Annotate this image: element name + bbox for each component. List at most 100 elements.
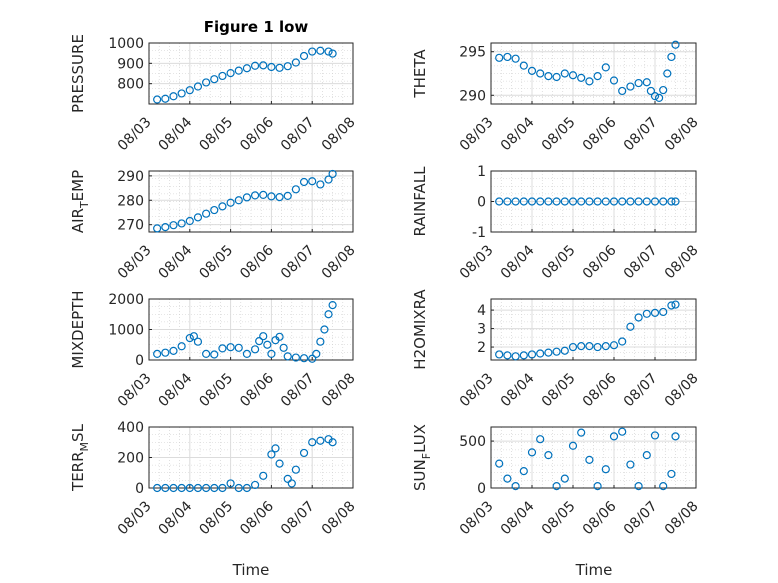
data-point [601,63,610,72]
data-point [234,343,243,352]
y-tick-label: -1 [472,225,486,241]
data-point [161,348,170,357]
data-point [601,197,610,206]
data-point [324,175,333,184]
data-point [560,197,569,206]
data-point [634,78,643,88]
data-point [308,354,317,363]
data-point [511,482,520,491]
data-point [328,301,337,310]
data-point [503,351,512,360]
data-point [626,82,635,91]
data-point [642,78,651,87]
data-point [527,66,537,75]
data-point [259,61,268,70]
data-point [511,197,520,206]
data-point [527,448,537,457]
data-point [659,307,668,317]
data-point [218,71,227,81]
y-tick-label: 0 [477,481,486,497]
data-point [210,75,219,84]
data-point [279,343,288,352]
data-point [250,345,260,354]
data-point [585,197,594,206]
data-point [324,47,333,56]
data-point [650,197,660,206]
data-point [242,349,252,358]
data-point [234,483,243,493]
data-point [275,332,284,341]
data-point [626,460,635,469]
data-point [226,68,235,78]
data-point [189,332,198,341]
data-point [275,193,284,202]
data-point [308,438,317,447]
data-point [169,483,178,493]
data-point [593,482,602,491]
data-point [259,332,268,341]
data-point [226,343,235,352]
data-point [618,427,627,436]
data-point [495,459,504,468]
data-point [560,346,569,355]
data-point [210,350,219,359]
y-axis-label: THETA [411,49,429,99]
y-tick-label: 1000 [108,323,144,339]
data-point [568,441,578,450]
y-axis-label: SUNFLUX [411,424,433,491]
data-point [568,197,578,206]
data-point [161,223,170,232]
data-point [519,351,528,360]
data-point [153,349,162,358]
data-point [185,216,194,226]
y-tick-label: 2000 [108,292,144,308]
data-point [255,336,264,346]
data-point [667,469,676,479]
axes-frame [490,170,697,233]
data-point [519,467,528,476]
y-axis-label: H2OMIXRA [411,289,429,370]
data-point [560,69,569,78]
data-point [601,342,610,351]
data-point [511,352,520,361]
data-point [218,344,227,353]
data-point [267,450,276,459]
data-point [503,474,512,483]
data-point [299,177,309,187]
y-tick-label: 800 [117,77,144,93]
axes-frame [490,42,697,105]
data-point [177,483,186,493]
data-point [193,82,203,91]
data-point [527,197,537,206]
data-point [642,197,651,206]
data-point [671,300,680,309]
data-point [519,197,528,206]
data-point [169,92,178,101]
data-point [250,480,260,490]
data-point [193,213,203,222]
data-point [226,479,235,488]
data-point [202,483,211,493]
y-tick-label: 400 [117,420,144,436]
data-point [263,340,272,349]
data-point [287,479,296,488]
data-point [577,197,586,206]
data-point [618,197,627,206]
data-point [503,52,512,62]
data-point [153,95,162,104]
data-point [234,196,243,205]
data-point [536,197,545,206]
data-point [177,89,186,98]
data-point [275,459,284,468]
data-point [609,432,619,441]
data-point [609,197,619,206]
figure-title: Figure 1 low [204,18,309,36]
data-point [328,49,337,58]
data-point [544,197,553,206]
data-point [650,431,660,440]
data-point [202,78,211,87]
data-point [601,465,610,474]
data-point [316,180,325,189]
y-axis-label: AIRTEMP [69,170,91,233]
